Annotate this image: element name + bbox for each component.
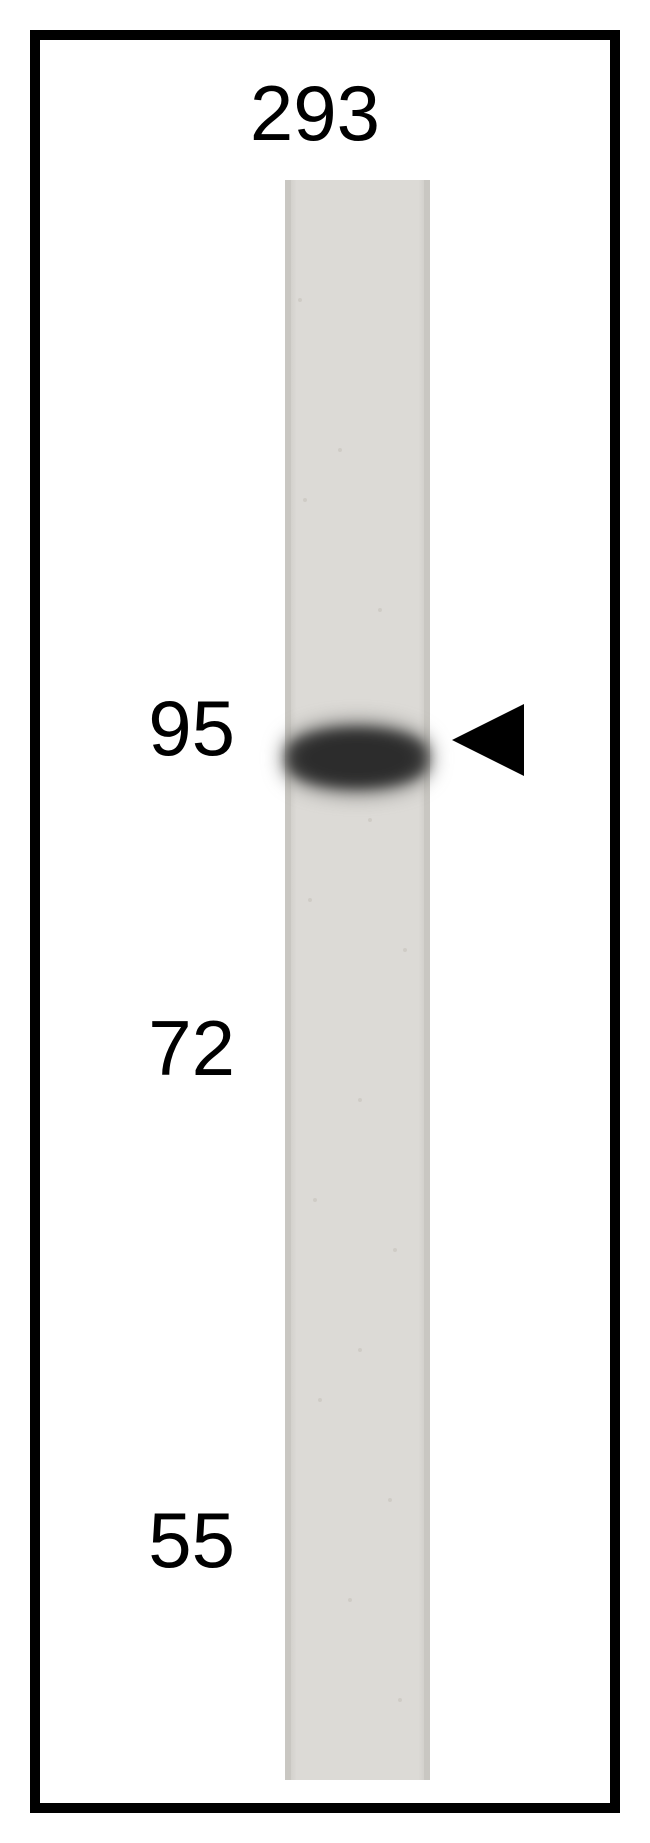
lane-header-label: 293 (215, 68, 415, 159)
band-0 (288, 729, 426, 787)
band-pointer-arrow (452, 704, 524, 776)
blot-lane (285, 180, 430, 1780)
mw-marker-55: 55 (85, 1495, 235, 1586)
mw-marker-72: 72 (85, 1003, 235, 1094)
lane-noise (285, 180, 430, 1780)
mw-marker-95: 95 (85, 683, 235, 774)
